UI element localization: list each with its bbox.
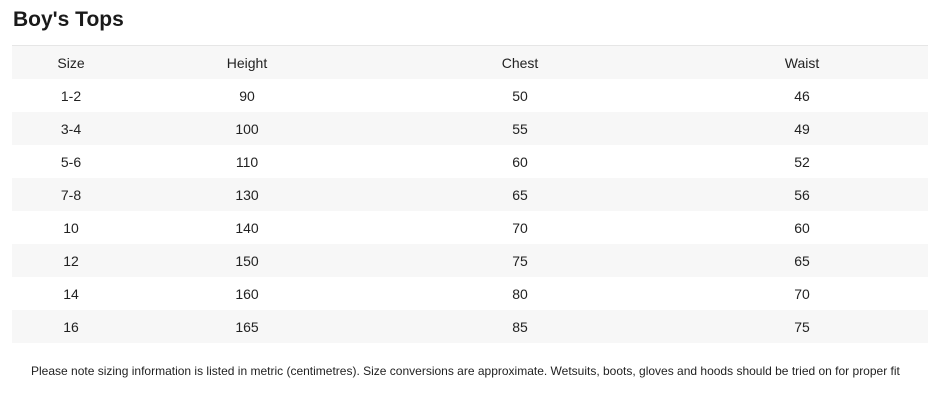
cell-chest: 60 [512,153,528,170]
column-header-height: Height [226,54,268,71]
size-chart-table: Size Height Chest Waist 1-2 90 50 46 3-4 100 55 49… [12,45,928,343]
cell-waist: 65 [794,252,810,269]
cell-waist: 52 [794,153,810,170]
cell-height: 130 [235,186,259,203]
cell-waist: 56 [794,186,810,203]
table-header-row: Size Height Chest Waist [12,45,928,79]
cell-chest: 85 [512,318,528,335]
cell-size: 1-2 [60,87,82,104]
cell-height: 165 [235,318,259,335]
column-header-waist: Waist [784,54,820,71]
cell-height: 150 [235,252,259,269]
table-row: 10 140 70 60 [12,211,928,244]
table-row: 3-4 100 55 49 [12,112,928,145]
cell-chest: 55 [512,120,528,137]
cell-waist: 49 [794,120,810,137]
cell-height: 140 [235,219,259,236]
cell-chest: 70 [512,219,528,236]
table-row: 1-2 90 50 46 [12,79,928,112]
cell-waist: 46 [794,87,810,104]
cell-height: 160 [235,285,259,302]
cell-size: 12 [63,252,79,269]
cell-waist: 75 [794,318,810,335]
cell-size: 7-8 [60,186,82,203]
page-title: Boy's Tops [13,8,124,31]
cell-size: 10 [63,219,79,236]
column-header-size: Size [57,54,85,71]
cell-waist: 70 [794,285,810,302]
cell-chest: 50 [512,87,528,104]
cell-height: 100 [235,120,259,137]
table-row: 12 150 75 65 [12,244,928,277]
sizing-note: Please note sizing information is listed… [31,364,900,378]
cell-waist: 60 [794,219,810,236]
cell-height: 110 [235,153,259,170]
cell-height: 90 [239,87,255,104]
cell-chest: 65 [512,186,528,203]
table-row: 5-6 110 60 52 [12,145,928,178]
table-row: 14 160 80 70 [12,277,928,310]
cell-size: 3-4 [60,120,82,137]
table-row: 16 165 85 75 [12,310,928,343]
cell-size: 5-6 [60,153,82,170]
cell-chest: 80 [512,285,528,302]
cell-size: 14 [63,285,79,302]
table-row: 7-8 130 65 56 [12,178,928,211]
cell-size: 16 [63,318,79,335]
column-header-chest: Chest [501,54,539,71]
cell-chest: 75 [512,252,528,269]
